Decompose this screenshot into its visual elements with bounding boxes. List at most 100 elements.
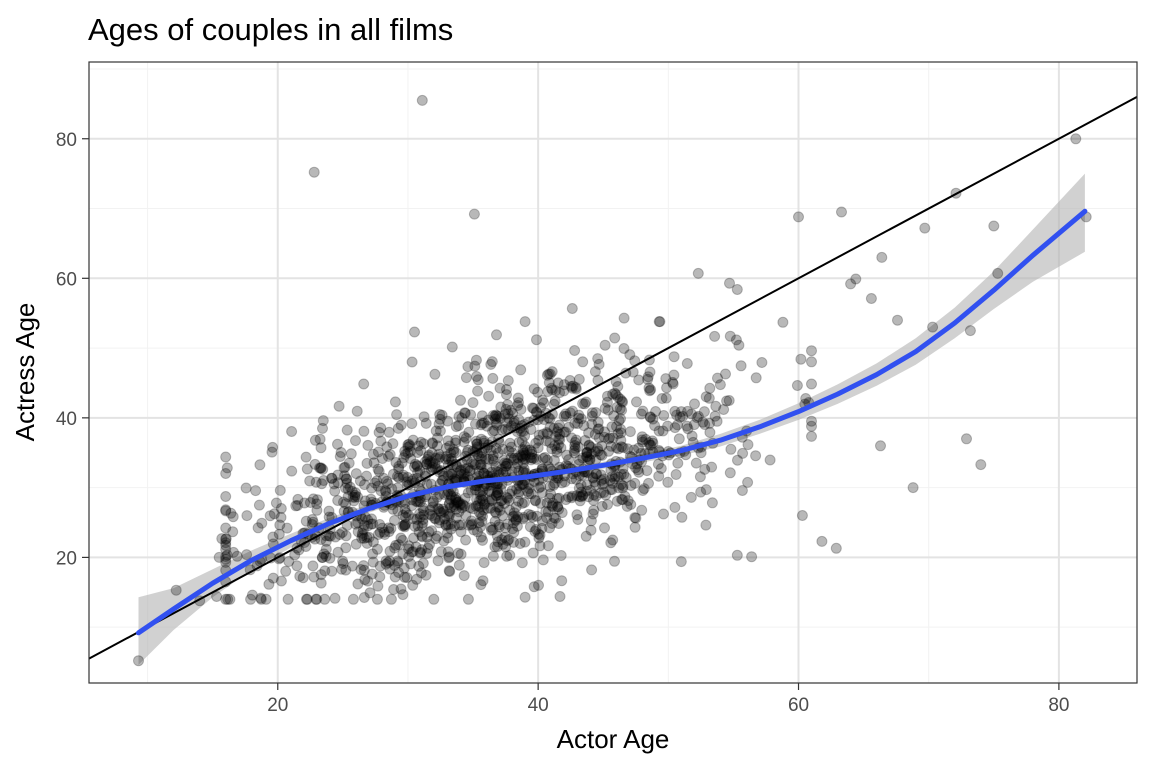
data-point (538, 397, 550, 409)
data-point (456, 519, 468, 531)
data-point (485, 444, 497, 456)
data-point (586, 410, 598, 422)
data-point (389, 542, 401, 554)
data-point (573, 482, 585, 494)
data-point (553, 518, 565, 529)
data-point (407, 546, 419, 558)
data-point (459, 407, 471, 419)
data-point (250, 485, 262, 497)
data-point (725, 443, 737, 455)
data-point (450, 434, 462, 446)
data-point (605, 440, 617, 452)
data-point (465, 464, 476, 476)
data-point (546, 518, 558, 529)
data-point (555, 442, 567, 454)
data-point (473, 517, 485, 529)
data-point (374, 526, 386, 538)
data-point (585, 515, 597, 527)
data-point (346, 560, 358, 572)
data-point (393, 472, 405, 484)
data-point (537, 452, 549, 464)
data-point (414, 508, 426, 520)
data-point (427, 457, 439, 469)
data-point (283, 556, 295, 567)
data-point (520, 449, 532, 461)
data-point (542, 540, 554, 552)
data-point (542, 506, 554, 518)
data-point (629, 521, 641, 533)
data-point (301, 593, 312, 605)
data-point (618, 343, 630, 354)
data-point (690, 457, 702, 469)
data-point (388, 584, 400, 595)
data-point (598, 431, 610, 443)
data-point (477, 534, 488, 546)
data-point (407, 579, 419, 591)
data-point (414, 496, 426, 508)
data-point (392, 505, 404, 517)
data-point (492, 501, 504, 513)
data-point (483, 485, 495, 497)
data-point (274, 484, 286, 496)
data-point (224, 593, 236, 605)
data-point (398, 562, 410, 574)
data-point (695, 486, 707, 498)
data-point (524, 521, 536, 533)
data-point (489, 410, 501, 422)
data-point (444, 497, 455, 509)
data-point (263, 578, 275, 590)
data-point (660, 392, 672, 404)
data-point (662, 420, 674, 432)
data-point (390, 457, 402, 468)
data-point (525, 424, 537, 435)
data-point (289, 549, 301, 561)
data-point (515, 403, 527, 415)
data-point (654, 316, 666, 328)
data-point (398, 469, 409, 481)
data-point (361, 470, 372, 482)
data-point (314, 462, 326, 474)
data-point (816, 535, 828, 547)
data-point (542, 428, 554, 440)
grid-lines (89, 62, 1137, 683)
data-point (633, 442, 644, 454)
data-point (357, 524, 369, 536)
data-point (546, 443, 558, 455)
data-point (418, 438, 430, 450)
data-point (612, 381, 624, 392)
data-point (317, 422, 328, 434)
data-point (412, 467, 424, 478)
data-point (575, 479, 587, 491)
data-point (487, 372, 499, 384)
data-point (535, 497, 546, 509)
data-point (610, 389, 622, 401)
data-point (220, 533, 232, 545)
data-point (231, 550, 243, 562)
data-point (1070, 133, 1082, 145)
data-point (468, 458, 479, 470)
data-point (511, 483, 523, 495)
data-point (316, 552, 328, 563)
data-point (408, 461, 420, 473)
data-point (622, 495, 634, 507)
data-point (544, 437, 556, 448)
data-point (587, 471, 599, 483)
data-point (464, 465, 476, 477)
data-point (470, 418, 481, 430)
data-point (508, 417, 520, 429)
data-point (611, 401, 623, 413)
data-point (411, 573, 423, 585)
data-point (592, 353, 604, 365)
data-point (486, 356, 498, 368)
data-point (845, 278, 857, 290)
data-point (630, 462, 642, 474)
data-point (495, 401, 507, 413)
data-point (314, 433, 326, 445)
data-point (536, 515, 548, 527)
data-point (483, 390, 495, 402)
data-point (599, 426, 610, 438)
data-point (455, 394, 466, 406)
data-point (964, 325, 976, 337)
data-point (337, 555, 349, 567)
data-point (430, 425, 442, 437)
